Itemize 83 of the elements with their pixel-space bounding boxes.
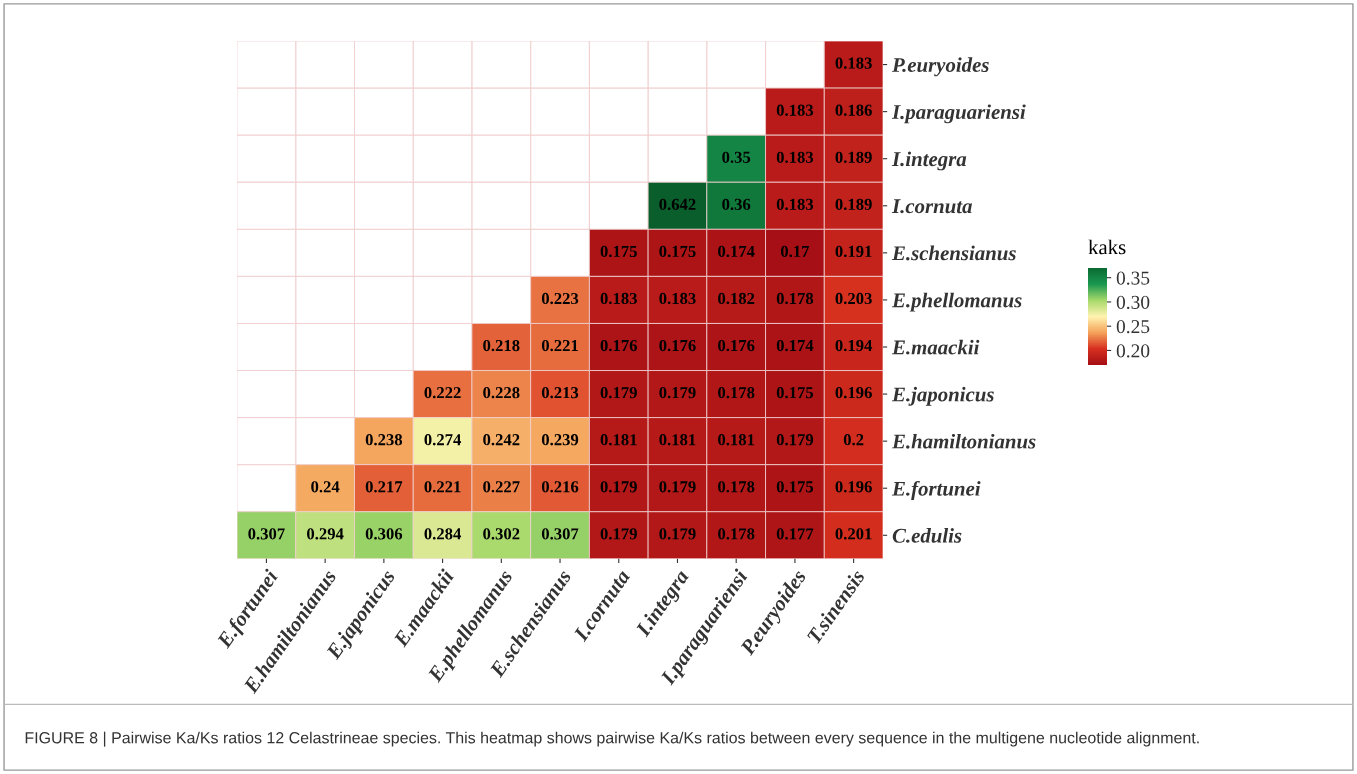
y-tick-label: I.integra — [891, 151, 967, 171]
data-label: 0.183 — [776, 198, 814, 211]
y-tick-label: E.fortunei — [891, 480, 981, 500]
data-label: 0.179 — [659, 481, 696, 493]
color-bar-label: 0.20 — [1116, 344, 1150, 358]
data-label: 0.36 — [722, 198, 751, 211]
y-tick-label: E.schensianus — [891, 245, 1016, 261]
data-label: 0.183 — [600, 292, 637, 305]
data-label: 0.35 — [722, 151, 751, 163]
data-label: 0.189 — [835, 198, 872, 211]
data-label: 0.2 — [843, 434, 864, 446]
data-label: 0.183 — [835, 57, 872, 69]
data-label: 0.294 — [307, 528, 344, 540]
data-label: 0.179 — [776, 434, 814, 446]
y-tick-label: E.phellomanus — [891, 292, 1022, 312]
data-label: 0.176 — [600, 339, 638, 352]
data-label: 0.181 — [600, 434, 637, 446]
data-label: 0.274 — [424, 434, 462, 446]
y-tick-label: E.japonicus — [891, 386, 994, 406]
data-label: 0.183 — [659, 292, 696, 305]
data-label: 0.306 — [365, 528, 403, 540]
data-label: 0.218 — [483, 339, 520, 352]
data-label: 0.175 — [600, 245, 637, 258]
data-label: 0.174 — [718, 245, 755, 258]
color-bar-label: 0.25 — [1116, 320, 1150, 334]
data-label: 0.227 — [483, 481, 520, 493]
data-label: 0.239 — [541, 434, 579, 446]
data-label: 0.201 — [835, 528, 872, 540]
data-label: 0.307 — [541, 528, 579, 540]
y-tick-label: P.euryoides — [892, 57, 989, 77]
data-label: 0.238 — [365, 434, 403, 446]
data-label: 0.183 — [776, 104, 814, 116]
data-label: 0.203 — [835, 292, 872, 305]
caption: FIGURE 8 | Pairwise Ka/Ks ratios 12 Celastrineae species. This heatmap shows pairwise Ka/Ks ratios between every sequence in the multigene nucleotide alignment. — [25, 731, 1199, 747]
data-label: 0.194 — [835, 339, 873, 352]
y-tick-label: E.maackii — [891, 339, 980, 355]
data-label: 0.216 — [541, 481, 579, 493]
data-label: 0.191 — [835, 245, 872, 258]
data-label: 0.179 — [600, 387, 637, 399]
data-label: 0.179 — [600, 528, 637, 540]
data-label: 0.179 — [659, 528, 696, 540]
data-label: 0.217 — [365, 481, 403, 493]
data-label: 0.176 — [659, 339, 696, 352]
color-bar-label: 0.30 — [1116, 295, 1150, 309]
data-label: 0.17 — [780, 245, 810, 258]
data-label: 0.196 — [835, 481, 872, 493]
data-label: 0.642 — [659, 198, 696, 211]
data-label: 0.176 — [718, 339, 755, 352]
data-label: 0.183 — [776, 151, 814, 163]
data-label: 0.221 — [541, 339, 578, 352]
data-label: 0.175 — [776, 387, 814, 399]
data-label: 0.181 — [718, 434, 755, 446]
y-tick-label: I.cornuta — [891, 199, 972, 214]
data-label: 0.196 — [835, 387, 872, 399]
data-label: 0.24 — [311, 481, 340, 493]
y-tick-label: C.edulis — [892, 528, 962, 543]
data-label: 0.179 — [659, 387, 696, 399]
y-tick-label: I.paraguariensi — [891, 104, 1026, 124]
y-tick-label: E.hamiltonianus — [891, 433, 1036, 449]
data-label: 0.178 — [718, 387, 755, 399]
data-label: 0.186 — [835, 104, 872, 116]
data-label: 0.221 — [424, 481, 461, 493]
data-label: 0.228 — [483, 387, 520, 399]
data-label: 0.178 — [776, 292, 814, 305]
data-label: 0.182 — [718, 292, 755, 305]
data-label: 0.177 — [776, 528, 814, 540]
data-label: 0.178 — [718, 481, 755, 493]
data-label: 0.175 — [659, 245, 696, 258]
data-label: 0.284 — [424, 528, 462, 540]
data-label: 0.189 — [835, 151, 872, 163]
data-label: 0.178 — [718, 528, 755, 540]
data-label: 0.213 — [541, 387, 579, 399]
data-label: 0.302 — [483, 528, 520, 540]
data-label: 0.223 — [541, 292, 579, 305]
data-label: 0.175 — [776, 481, 814, 493]
data-label: 0.222 — [424, 387, 461, 399]
data-label: 0.181 — [659, 434, 696, 446]
color-bar-title: kaks — [1088, 239, 1126, 255]
data-label: 0.179 — [600, 481, 637, 493]
data-label: 0.242 — [483, 434, 520, 446]
data-label: 0.307 — [248, 528, 285, 540]
data-label: 0.174 — [776, 339, 814, 352]
color-bar-label: 0.35 — [1116, 271, 1150, 285]
